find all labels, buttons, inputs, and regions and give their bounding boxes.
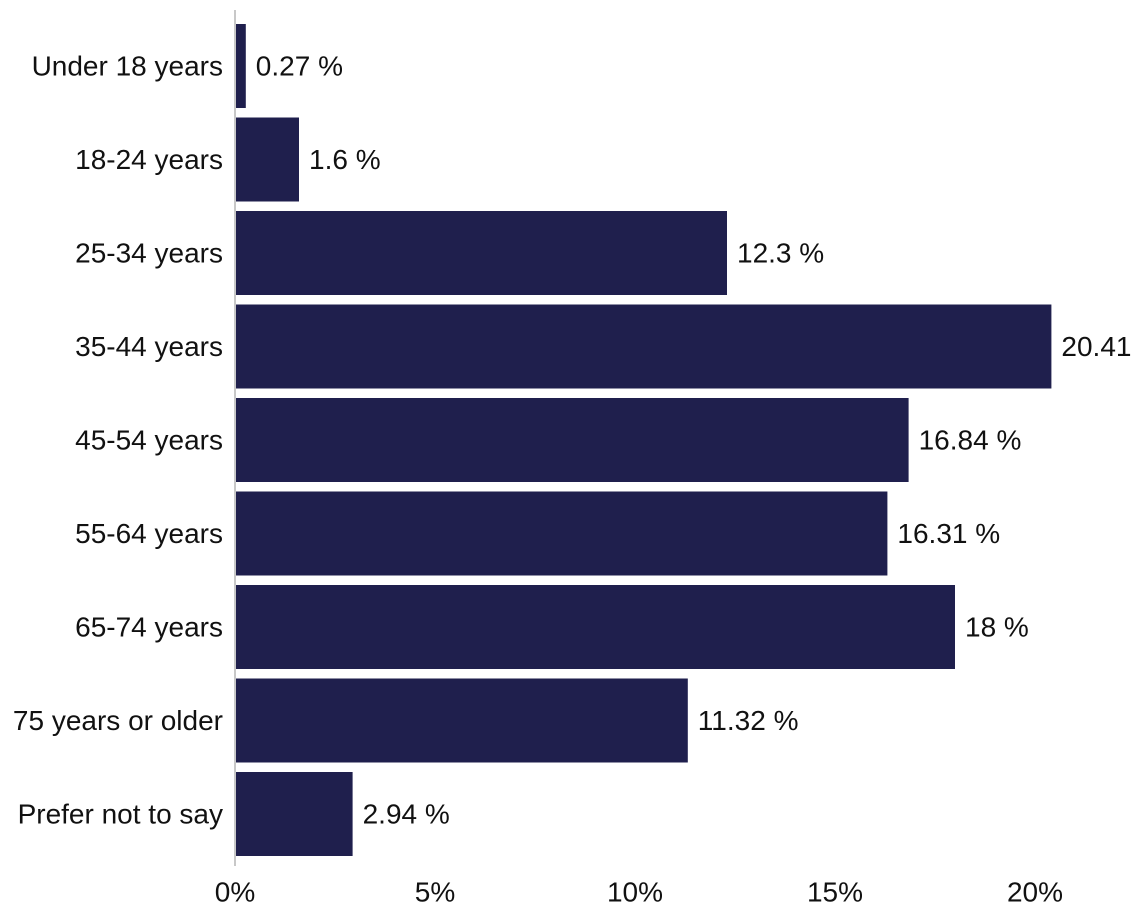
bar-0: [235, 24, 246, 108]
bar-2: [235, 211, 727, 295]
bar-7: [235, 678, 688, 763]
value-label: 16.31 %: [897, 518, 1000, 549]
value-labels-group: 0.27 % 1.6 % 12.3 % 20.41 16.84 % 16.31 % 18 %…: [256, 51, 1132, 830]
category-labels-group: Under 18 years 18-24 years 25-34 years 35-4…: [13, 51, 223, 830]
value-label: 20.41: [1061, 331, 1131, 362]
bar-8: [235, 772, 353, 856]
x-tick-label: 0%: [215, 877, 255, 907]
category-label: 18-24 years: [75, 144, 223, 175]
category-label: 65-74 years: [75, 612, 223, 643]
category-label: Prefer not to say: [18, 799, 223, 830]
category-label: Under 18 years: [32, 51, 223, 82]
value-label: 16.84 %: [919, 425, 1022, 456]
x-tick-label: 5%: [415, 877, 455, 907]
x-tick-label: 20%: [1007, 877, 1063, 907]
value-label: 1.6 %: [309, 144, 381, 175]
bar-4: [235, 398, 909, 482]
x-tick-labels-group: 0% 5% 10% 15% 20%: [215, 877, 1063, 907]
bar-6: [235, 585, 955, 669]
x-tick-label: 10%: [607, 877, 663, 907]
value-label: 0.27 %: [256, 51, 343, 82]
value-label: 18 %: [965, 612, 1029, 643]
category-label: 75 years or older: [13, 705, 223, 736]
value-label: 11.32 %: [698, 705, 799, 736]
bar-5: [235, 491, 888, 576]
x-tick-label: 15%: [807, 877, 863, 907]
bar-3: [235, 304, 1052, 389]
value-label: 2.94 %: [363, 799, 450, 830]
category-label: 55-64 years: [75, 518, 223, 549]
value-label: 12.3 %: [737, 238, 824, 269]
category-label: 35-44 years: [75, 331, 223, 362]
category-label: 25-34 years: [75, 238, 223, 269]
bars-group: [235, 24, 1052, 856]
category-label: 45-54 years: [75, 425, 223, 456]
bar-1: [235, 117, 299, 202]
